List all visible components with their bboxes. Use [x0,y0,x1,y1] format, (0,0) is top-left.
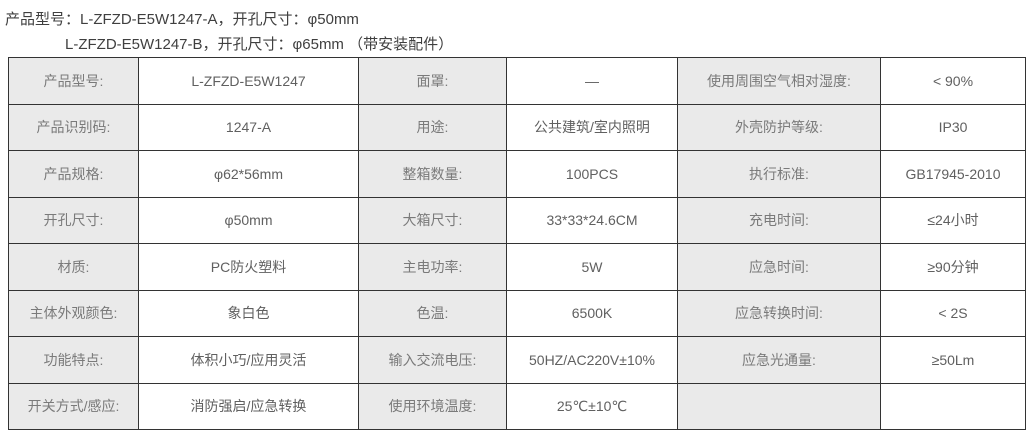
spec-value: ≥50Lm [880,336,1026,384]
spec-table: 产品型号: L-ZFZD-E5W1247 面罩: — 使用周围空气相对湿度: <… [8,57,1026,430]
spec-label: 产品规格: [8,150,139,198]
product-model-header: 产品型号：L-ZFZD-E5W1247-A，开孔尺寸：φ50mm L-ZFZD-… [0,0,1033,57]
spec-value: 公共建筑/室内照明 [506,103,678,151]
spec-label: 整箱数量: [358,150,507,198]
table-row: 材质: PC防火塑料 主电功率: 5W 应急时间: ≥90分钟 [8,243,1026,291]
spec-label: 外壳防护等级: [677,103,881,151]
spec-label: 功能特点: [8,336,139,384]
table-row: 产品型号: L-ZFZD-E5W1247 面罩: — 使用周围空气相对湿度: <… [8,57,1026,105]
spec-label: 应急光通量: [677,336,881,384]
table-row: 产品规格: φ62*56mm 整箱数量: 100PCS 执行标准: GB1794… [8,150,1026,198]
spec-label: 使用周围空气相对湿度: [677,57,881,105]
spec-value: 消防强启/应急转换 [138,382,359,430]
spec-value: 6500K [506,289,678,337]
spec-value: φ50mm [138,196,359,244]
spec-label: 色温: [358,289,507,337]
spec-value: 100PCS [506,150,678,198]
spec-label: 充电时间: [677,196,881,244]
spec-value: < 90% [880,57,1026,105]
spec-value: 象白色 [138,289,359,337]
spec-value: 50HZ/AC220V±10% [506,336,678,384]
spec-label: 大箱尺寸: [358,196,507,244]
spec-value: IP30 [880,103,1026,151]
spec-label: 面罩: [358,57,507,105]
table-row: 功能特点: 体积小巧/应用灵活 输入交流电压: 50HZ/AC220V±10% … [8,336,1026,384]
table-row: 开关方式/感应: 消防强启/应急转换 使用环境温度: 25℃±10℃ [8,382,1026,430]
spec-value: L-ZFZD-E5W1247 [138,57,359,105]
spec-label: 主体外观颜色: [8,289,139,337]
spec-value: PC防火塑料 [138,243,359,291]
spec-label: 主电功率: [358,243,507,291]
spec-label: 材质: [8,243,139,291]
spec-label-empty [677,382,881,430]
spec-label: 开关方式/感应: [8,382,139,430]
spec-value: — [506,57,678,105]
table-row: 主体外观颜色: 象白色 色温: 6500K 应急转换时间: < 2S [8,289,1026,337]
table-row: 产品识别码: 1247-A 用途: 公共建筑/室内照明 外壳防护等级: IP30 [8,103,1026,151]
spec-value: 5W [506,243,678,291]
spec-label: 执行标准: [677,150,881,198]
spec-value: GB17945-2010 [880,150,1026,198]
spec-value: 1247-A [138,103,359,151]
spec-value: φ62*56mm [138,150,359,198]
product-model-line-2: L-ZFZD-E5W1247-B，开孔尺寸：φ65mm （带安装配件） [65,36,454,53]
spec-label: 开孔尺寸: [8,196,139,244]
spec-value: 25℃±10℃ [506,382,678,430]
spec-label: 应急时间: [677,243,881,291]
spec-value-empty [880,382,1026,430]
spec-value: ≤24小时 [880,196,1026,244]
spec-label: 产品识别码: [8,103,139,151]
spec-label: 产品型号: [8,57,139,105]
spec-label: 输入交流电压: [358,336,507,384]
spec-value: 33*33*24.6CM [506,196,678,244]
spec-value: < 2S [880,289,1026,337]
spec-label: 使用环境温度: [358,382,507,430]
table-row: 开孔尺寸: φ50mm 大箱尺寸: 33*33*24.6CM 充电时间: ≤24… [8,196,1026,244]
spec-label: 应急转换时间: [677,289,881,337]
spec-value: 体积小巧/应用灵活 [138,336,359,384]
spec-value: ≥90分钟 [880,243,1026,291]
spec-label: 用途: [358,103,507,151]
product-model-line-1: 产品型号：L-ZFZD-E5W1247-A，开孔尺寸：φ50mm [5,11,359,28]
